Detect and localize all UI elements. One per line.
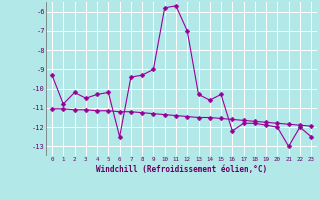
X-axis label: Windchill (Refroidissement éolien,°C): Windchill (Refroidissement éolien,°C): [96, 165, 267, 174]
